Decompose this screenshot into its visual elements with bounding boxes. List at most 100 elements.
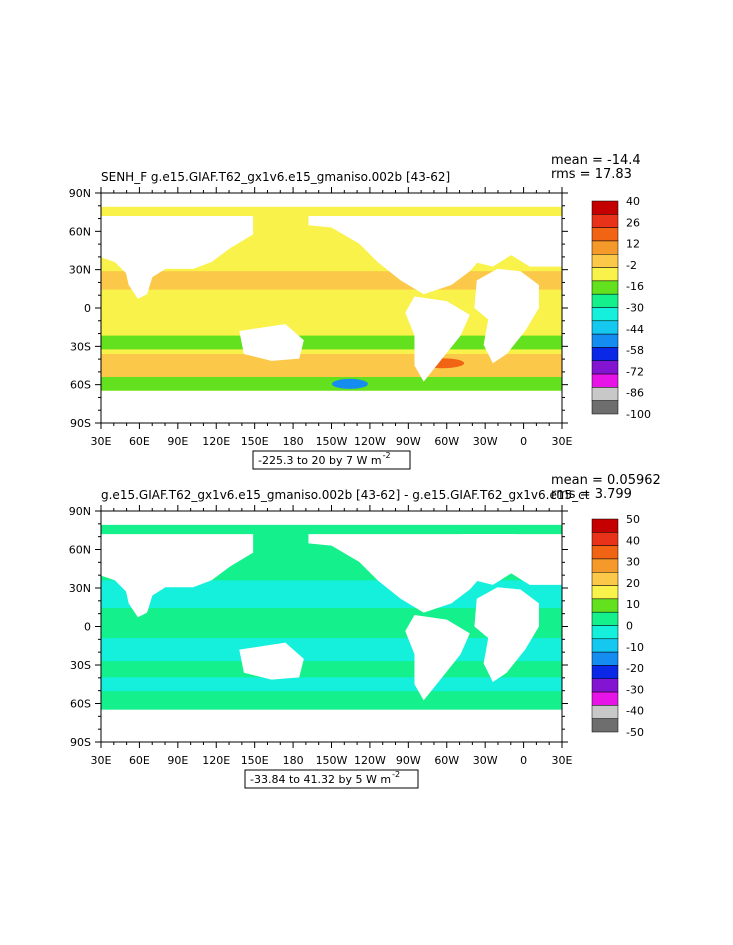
x-tick-label: 30W: [473, 754, 498, 767]
panel-1: SENH_F g.e15.GIAF.T62_gx1v6.e15_gmaniso.…: [69, 153, 651, 470]
x-tick-label: 90W: [396, 435, 421, 448]
x-tick-label: 90E: [167, 754, 188, 767]
colorbar-swatch: [591, 611, 619, 626]
x-tick-label: 0: [520, 435, 527, 448]
stat-label: rms = 17.83: [551, 167, 632, 182]
x-tick-label: 150E: [241, 435, 269, 448]
colorbar-swatch: [591, 545, 619, 560]
panel-2: g.e15.GIAF.T62_gx1v6.e15_gmaniso.002b [4…: [69, 473, 661, 789]
y-tick-label: 60N: [69, 225, 91, 238]
colorbar-label: -58: [626, 344, 644, 357]
x-tick-label: 60W: [434, 435, 459, 448]
colorbar-label: -30: [626, 302, 644, 315]
y-tick-label: 30N: [69, 582, 91, 595]
x-tick-label: 60E: [129, 435, 150, 448]
range-label-box: [244, 769, 419, 789]
colorbar-label: 20: [626, 577, 640, 590]
colorbar-swatch: [591, 678, 619, 693]
range-label: -225.3 to 20 by 7 W m: [258, 454, 382, 467]
colorbar-label: 12: [626, 238, 640, 251]
panels: SENH_F g.e15.GIAF.T62_gx1v6.e15_gmaniso.…: [69, 153, 661, 789]
colorbar-swatch: [591, 585, 619, 600]
colorbar-label: -50: [626, 726, 644, 739]
range-label-box: [252, 450, 411, 470]
stat-label: mean = -14.4: [551, 153, 641, 168]
colorbar-swatch: [591, 387, 619, 401]
colorbar-swatch: [591, 227, 619, 242]
colorbar-swatch: [591, 691, 619, 706]
colorbar-swatch: [591, 572, 619, 586]
panel-title: g.e15.GIAF.T62_gx1v6.e15_gmaniso.002b [4…: [101, 488, 590, 502]
colorbar-label: -44: [626, 323, 644, 336]
x-tick-label: 150W: [316, 435, 348, 448]
y-tick-label: 30N: [69, 264, 91, 277]
colorbar-swatch: [591, 373, 619, 388]
colorbar-label: 0: [626, 620, 633, 633]
y-tick-label: 60S: [70, 698, 91, 711]
range-label: -33.84 to 41.32 by 5 W m: [250, 773, 391, 786]
colorbar-label: 40: [626, 534, 640, 547]
colorbar-swatch: [591, 214, 619, 228]
x-tick-label: 120W: [354, 754, 386, 767]
colorbar-swatch: [591, 651, 619, 666]
colorbar-swatch: [591, 718, 619, 733]
y-tick-label: 60S: [70, 379, 91, 392]
panel-title: SENH_F g.e15.GIAF.T62_gx1v6.e15_gmaniso.…: [101, 170, 450, 184]
colorbar-label: -20: [626, 662, 644, 675]
field-map: [101, 193, 562, 423]
colorbar-label: -10: [626, 641, 644, 654]
colorbar-swatch: [591, 320, 619, 335]
y-tick-label: 90N: [69, 187, 91, 200]
x-tick-label: 60E: [129, 754, 150, 767]
colorbar-swatch: [591, 400, 619, 415]
x-tick-label: 30E: [91, 435, 112, 448]
y-tick-label: 30S: [70, 659, 91, 672]
x-tick-label: 30E: [552, 754, 573, 767]
colorbar-swatch: [591, 267, 619, 282]
y-tick-label: 60N: [69, 544, 91, 557]
x-tick-label: 30W: [473, 435, 498, 448]
colorbar-label: 30: [626, 556, 640, 569]
colorbar-label: 40: [626, 195, 640, 208]
colorbar-swatch: [591, 532, 619, 546]
colorbar-label: -86: [626, 387, 644, 400]
y-tick-label: 0: [84, 621, 91, 634]
colorbar-swatch: [591, 598, 619, 613]
x-tick-label: 180: [283, 754, 304, 767]
colorbar-label: -72: [626, 365, 644, 378]
y-tick-label: 90S: [70, 736, 91, 749]
x-tick-label: 60W: [434, 754, 459, 767]
colorbar-label: 50: [626, 513, 640, 526]
colorbar-swatch: [591, 254, 619, 268]
colorbar-swatch: [591, 200, 619, 215]
colorbar-swatch: [591, 333, 619, 348]
x-tick-label: 180: [283, 435, 304, 448]
y-tick-label: 90S: [70, 417, 91, 430]
colorbar-swatch: [591, 518, 619, 533]
stat-label: rms = 3.799: [551, 487, 632, 502]
colorbar-swatch: [591, 638, 619, 653]
y-tick-label: 0: [84, 302, 91, 315]
colorbar-swatch: [591, 293, 619, 308]
colorbar-swatch: [591, 558, 619, 573]
colorbar-swatch: [591, 347, 619, 361]
range-label-exponent: -2: [383, 451, 391, 460]
range-label-exponent: -2: [392, 770, 400, 779]
colorbar-label: -2: [626, 259, 637, 272]
x-tick-label: 120W: [354, 435, 386, 448]
y-tick-label: 30S: [70, 340, 91, 353]
x-tick-label: 120E: [202, 435, 230, 448]
x-tick-label: 120E: [202, 754, 230, 767]
colorbar-label: -30: [626, 683, 644, 696]
x-tick-label: 30E: [552, 435, 573, 448]
colorbar-swatch: [591, 307, 619, 322]
x-tick-label: 30E: [91, 754, 112, 767]
x-tick-label: 150E: [241, 754, 269, 767]
colorbar-swatch: [591, 240, 619, 255]
colorbar-swatch: [591, 360, 619, 375]
colorbar-label: -16: [626, 280, 644, 293]
field-map: [101, 511, 562, 742]
colorbar-swatch: [591, 625, 619, 640]
colorbar-label: 26: [626, 216, 640, 229]
